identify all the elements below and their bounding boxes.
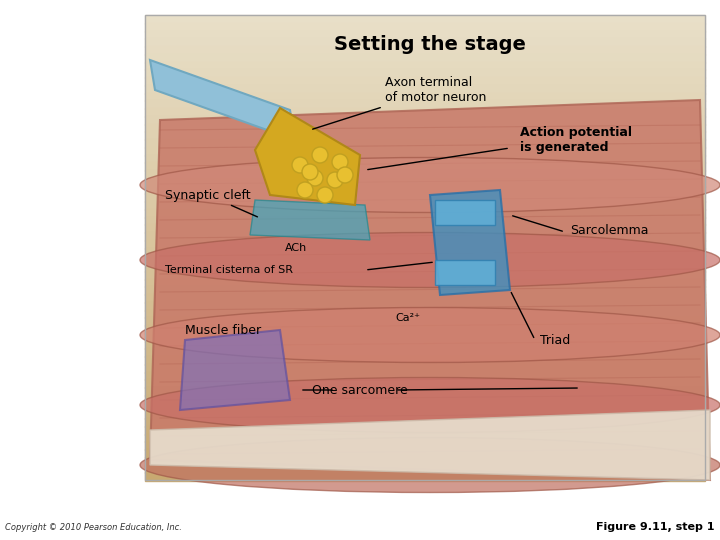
Bar (145, 77, 705, 86)
Ellipse shape (140, 307, 720, 362)
Bar (145, 209, 705, 218)
Text: Setting the stage: Setting the stage (334, 35, 526, 54)
Bar (145, 124, 705, 132)
Bar (145, 410, 705, 419)
Polygon shape (150, 410, 710, 480)
Bar (145, 317, 705, 326)
Text: Action potential
is generated: Action potential is generated (520, 126, 632, 154)
Bar (145, 116, 705, 125)
Bar (145, 186, 705, 194)
Circle shape (292, 157, 308, 173)
Bar (145, 426, 705, 435)
Bar (435, 260, 495, 285)
Circle shape (332, 154, 348, 170)
Circle shape (307, 170, 323, 186)
Bar (145, 170, 705, 179)
Bar (145, 341, 705, 349)
Circle shape (312, 147, 328, 163)
Text: One sarcomere: One sarcomere (312, 383, 408, 396)
Bar (145, 62, 705, 70)
Bar (145, 294, 705, 303)
Circle shape (317, 187, 333, 203)
Text: Axon terminal
of motor neuron: Axon terminal of motor neuron (312, 76, 487, 129)
Bar (145, 472, 705, 481)
Bar (145, 263, 705, 272)
Bar (145, 333, 705, 341)
Bar (145, 54, 705, 63)
Bar (145, 15, 705, 24)
Bar (145, 100, 705, 109)
Bar (145, 224, 705, 233)
Bar (145, 30, 705, 39)
Bar (145, 379, 705, 388)
Circle shape (337, 167, 353, 183)
Bar (145, 217, 705, 225)
Bar (145, 457, 705, 465)
Bar (145, 23, 705, 31)
Bar (145, 279, 705, 287)
Text: Muscle fiber: Muscle fiber (185, 323, 261, 336)
Bar (145, 85, 705, 93)
Polygon shape (430, 190, 510, 295)
Bar (145, 325, 705, 334)
Bar (145, 402, 705, 411)
Bar (145, 286, 705, 295)
Bar (145, 449, 705, 458)
Bar (145, 108, 705, 117)
Bar (145, 302, 705, 310)
Bar (145, 271, 705, 280)
Bar (145, 356, 705, 364)
Polygon shape (255, 108, 360, 205)
Text: Terminal cisterna of SR: Terminal cisterna of SR (165, 265, 293, 275)
Ellipse shape (140, 437, 720, 492)
Text: Copyright © 2010 Pearson Education, Inc.: Copyright © 2010 Pearson Education, Inc. (5, 523, 182, 532)
Bar (145, 364, 705, 373)
Bar (145, 387, 705, 396)
Bar (145, 348, 705, 357)
Bar (145, 372, 705, 380)
Bar (145, 69, 705, 78)
Bar (145, 46, 705, 55)
Bar (145, 441, 705, 450)
Bar (145, 147, 705, 156)
Bar (145, 154, 705, 163)
Circle shape (302, 164, 318, 180)
Polygon shape (180, 330, 290, 410)
Polygon shape (150, 100, 710, 480)
Bar (145, 193, 705, 202)
Text: ACh: ACh (285, 243, 307, 253)
Bar (145, 201, 705, 210)
Ellipse shape (140, 377, 720, 433)
Bar (145, 418, 705, 427)
Bar (145, 255, 705, 264)
Circle shape (297, 182, 313, 198)
Text: Ca²⁺: Ca²⁺ (395, 313, 420, 323)
Bar (145, 139, 705, 148)
Polygon shape (250, 200, 370, 240)
Bar (145, 464, 705, 473)
Text: Triad: Triad (540, 334, 570, 347)
Bar (145, 309, 705, 318)
Bar (145, 232, 705, 241)
Bar (435, 200, 495, 225)
Bar (145, 131, 705, 140)
Bar (145, 178, 705, 186)
Ellipse shape (140, 158, 720, 213)
Circle shape (327, 172, 343, 188)
Polygon shape (150, 60, 295, 140)
Bar (145, 240, 705, 248)
Bar (145, 92, 705, 102)
Text: Synaptic cleft: Synaptic cleft (165, 188, 258, 217)
Text: Sarcolemma: Sarcolemma (570, 224, 649, 237)
Bar (145, 395, 705, 403)
Bar (145, 434, 705, 442)
Text: Figure 9.11, step 1: Figure 9.11, step 1 (596, 522, 715, 532)
Bar (145, 162, 705, 171)
Bar (145, 15, 705, 480)
Bar (145, 247, 705, 256)
Ellipse shape (140, 233, 720, 287)
Bar (145, 38, 705, 47)
